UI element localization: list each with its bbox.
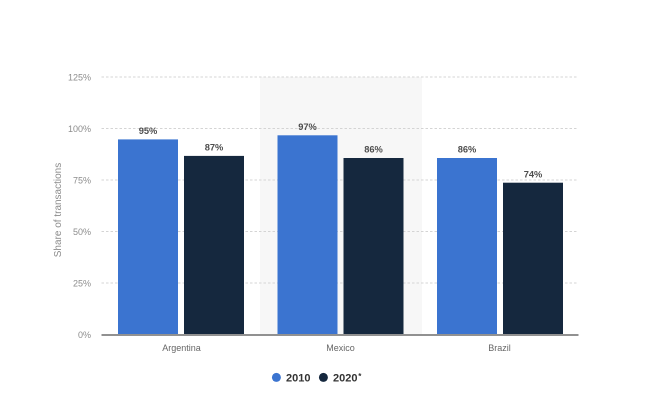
svg-text:75%: 75% — [73, 176, 91, 186]
svg-text:Brazil: Brazil — [488, 343, 511, 353]
svg-text:50%: 50% — [73, 227, 91, 237]
svg-text:125%: 125% — [68, 73, 91, 83]
svg-text:Mexico: Mexico — [326, 343, 355, 353]
svg-text:87%: 87% — [205, 143, 224, 153]
svg-text:97%: 97% — [298, 122, 317, 132]
svg-text:Argentina: Argentina — [162, 343, 201, 353]
svg-text:86%: 86% — [458, 145, 477, 155]
svg-text:25%: 25% — [73, 279, 91, 289]
svg-text:74%: 74% — [524, 169, 543, 179]
svg-text:2020*: 2020* — [333, 372, 362, 385]
svg-text:86%: 86% — [364, 145, 383, 155]
svg-text:0%: 0% — [78, 330, 91, 340]
svg-text:Share of transactions: Share of transactions — [53, 163, 64, 258]
svg-text:95%: 95% — [139, 126, 158, 136]
svg-text:100%: 100% — [68, 124, 91, 134]
svg-text:2010: 2010 — [286, 372, 310, 384]
